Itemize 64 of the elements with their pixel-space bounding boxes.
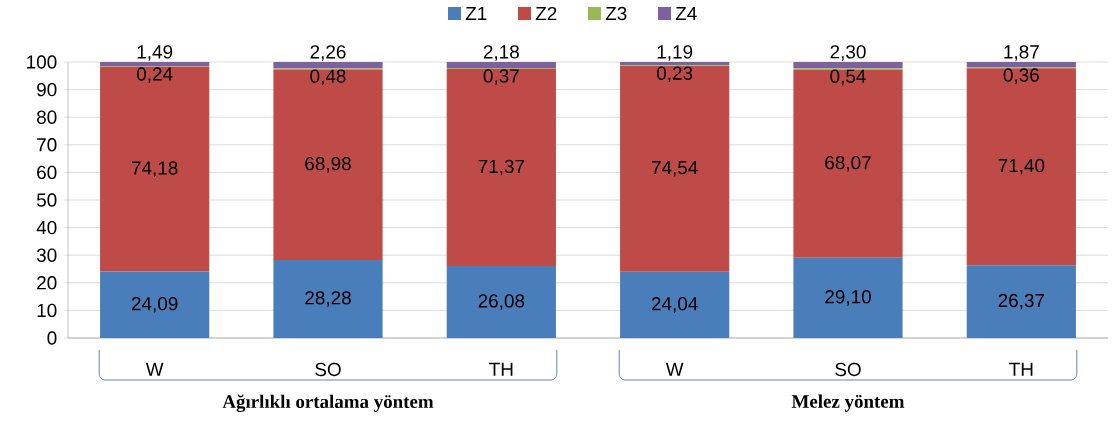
bar — [620, 271, 730, 338]
y-tick-label: 0 — [47, 331, 57, 345]
data-label: 29,10 — [825, 290, 871, 306]
x-tick-label: TH — [489, 362, 513, 376]
y-tick-label: 100 — [27, 55, 57, 69]
bar — [620, 65, 730, 272]
bar — [273, 259, 383, 338]
data-label: 1,49 — [137, 45, 173, 61]
bar — [100, 66, 210, 272]
bar — [793, 257, 903, 338]
data-label: 0,36 — [1003, 68, 1039, 84]
legend-label: Z3 — [605, 6, 627, 21]
bar — [100, 271, 210, 338]
data-label: 0,24 — [136, 67, 173, 83]
y-tick-label: 70 — [37, 138, 57, 152]
bar — [793, 69, 903, 258]
data-label: 74,54 — [651, 161, 698, 177]
data-label: 74,18 — [131, 161, 178, 177]
x-tick-label: W — [145, 362, 164, 376]
y-tick-label: 90 — [37, 82, 57, 97]
y-tick-label: 40 — [36, 220, 57, 235]
bar — [793, 61, 903, 69]
data-label: 2,30 — [830, 45, 866, 61]
data-label: 26,37 — [998, 293, 1045, 310]
data-label: 0,48 — [310, 69, 346, 86]
data-label: 71,37 — [478, 159, 525, 176]
data-label: 68,07 — [825, 155, 871, 172]
y-tick-label: 60 — [37, 165, 57, 180]
y-tick-label: 30 — [36, 248, 57, 262]
y-tick-label: 50 — [36, 193, 57, 207]
x-tick-label: W — [665, 362, 684, 376]
data-label: 1,87 — [1004, 45, 1039, 61]
data-label: 2,18 — [483, 45, 519, 61]
bar — [273, 62, 383, 69]
data-label: 0,23 — [656, 66, 693, 83]
data-label: 28,28 — [305, 291, 351, 307]
bar — [446, 62, 556, 69]
text: Ağırlıklı ortalama yöntem — [222, 394, 434, 413]
data-label: 2,26 — [310, 45, 346, 61]
x-tick-label: SO — [835, 362, 861, 377]
x-tick-label: SO — [315, 362, 341, 377]
data-label: 68,98 — [305, 156, 351, 173]
legend-label: Z2 — [535, 6, 557, 21]
data-label: 0,37 — [483, 69, 519, 85]
data-label: 0,54 — [830, 69, 866, 86]
x-tick-label: TH — [1009, 362, 1033, 376]
data-label: 26,08 — [478, 294, 525, 310]
bar — [966, 265, 1076, 338]
bar — [273, 69, 383, 260]
bar — [100, 62, 210, 67]
data-label: 71,40 — [998, 158, 1045, 175]
data-label: 1,19 — [657, 45, 693, 61]
y-tick-label: 10 — [37, 303, 57, 318]
text: Melez yöntem — [791, 394, 905, 412]
y-tick-label: 80 — [37, 110, 57, 124]
bar — [446, 266, 556, 338]
legend-label: Z4 — [675, 6, 697, 21]
bar — [966, 62, 1076, 68]
legend-label: Z1 — [465, 6, 487, 21]
y-tick-label: 20 — [37, 276, 57, 290]
bar — [446, 69, 556, 267]
bar — [966, 68, 1076, 266]
data-label: 24,09 — [131, 296, 178, 313]
data-label: 24,04 — [651, 297, 698, 313]
